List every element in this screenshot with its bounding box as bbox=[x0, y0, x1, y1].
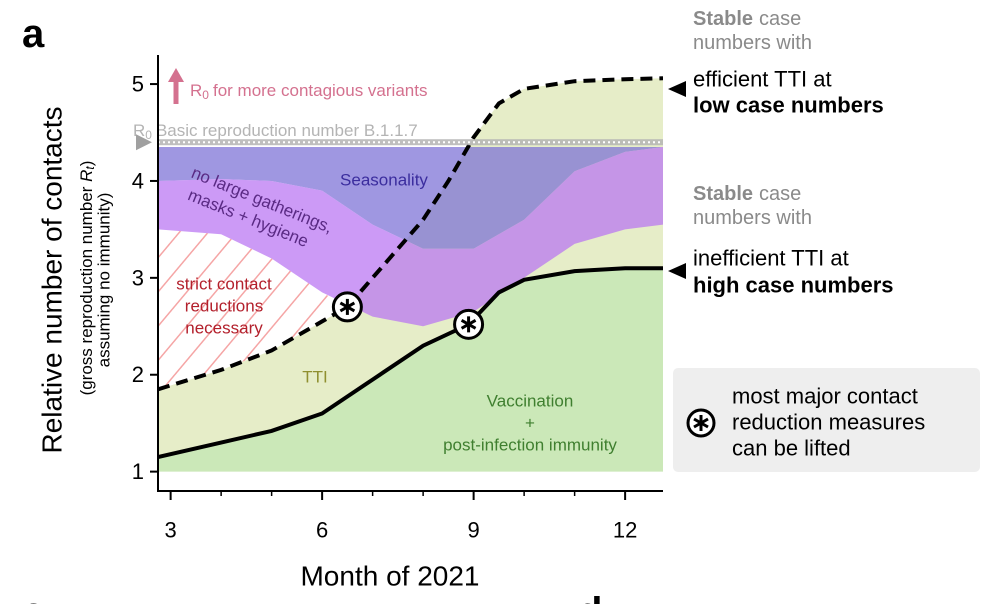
series-label: reductions bbox=[185, 297, 263, 316]
x-tick-label: 9 bbox=[468, 518, 480, 543]
lift-marker bbox=[453, 308, 485, 340]
band-area bbox=[158, 147, 663, 327]
legend-icon bbox=[686, 408, 716, 438]
r0-sub: 0 bbox=[145, 128, 152, 142]
annotation-lead: Stable bbox=[693, 8, 753, 30]
y-tick-label: 5 bbox=[132, 72, 144, 97]
x-tick-label: 6 bbox=[316, 518, 328, 543]
r0-symbol: R bbox=[190, 81, 202, 100]
r0-band bbox=[158, 139, 663, 146]
y-axis-sublabel: assuming no immunity) bbox=[95, 193, 114, 368]
hatched-area bbox=[158, 229, 348, 390]
panel-label: a bbox=[22, 12, 45, 56]
annotation: Stable case bbox=[693, 8, 801, 30]
y-tick-label: 1 bbox=[132, 459, 144, 484]
panel-label: c bbox=[22, 590, 44, 604]
x-tick-label: 3 bbox=[165, 518, 177, 543]
plot-area bbox=[158, 55, 663, 491]
band-area bbox=[158, 147, 663, 249]
marker-asterisk bbox=[339, 301, 356, 313]
legend-text: can be lifted bbox=[732, 436, 851, 461]
annotation: low case numbers bbox=[693, 93, 884, 118]
annotation-rest: case bbox=[759, 8, 801, 30]
annotation: numbers with bbox=[693, 207, 812, 229]
series-label: + bbox=[525, 414, 535, 433]
series-label: post-infection immunity bbox=[443, 436, 617, 455]
r0-arrowhead bbox=[136, 134, 152, 151]
x-axis-label: Month of 2021 bbox=[300, 561, 479, 592]
series-label: TTI bbox=[302, 368, 328, 387]
lift-marker bbox=[331, 291, 363, 323]
band-area bbox=[158, 268, 663, 472]
r0-label: R0 Basic reproduction number B.1.1.7 bbox=[133, 121, 418, 143]
y-sublabel-post: ) bbox=[77, 161, 96, 167]
curve bbox=[158, 266, 663, 460]
legend-box bbox=[673, 368, 980, 472]
r0-symbol: R bbox=[133, 121, 145, 140]
annotation: inefficient TTI at bbox=[693, 246, 849, 271]
y-sublabel-text: (gross reproduction number bbox=[77, 186, 96, 395]
annotation: efficient TTI at bbox=[693, 67, 832, 92]
y-tick-label: 4 bbox=[132, 168, 144, 193]
r0-text: for more contagious variants bbox=[213, 81, 428, 100]
series-label: Seasonality bbox=[340, 171, 428, 190]
annotation: Stable case bbox=[693, 183, 801, 205]
legend-text: most major contact bbox=[732, 384, 918, 409]
y-axis-sublabel: (gross reproduction number Rt) bbox=[77, 161, 98, 396]
r0-up-arrowhead bbox=[168, 68, 184, 82]
arrowhead bbox=[668, 263, 686, 279]
x-tick-label: 12 bbox=[613, 518, 637, 543]
series-label: Vaccination bbox=[487, 392, 574, 411]
panel-label: d bbox=[578, 590, 602, 604]
overlay: Vaccination + post-infection immunity TTI st… bbox=[132, 55, 663, 543]
y-tick-label: 3 bbox=[132, 265, 144, 290]
y-sublabel-sub: t bbox=[83, 166, 97, 170]
arrowhead bbox=[668, 81, 686, 97]
r0-arrow-label: R0 for more contagious variants bbox=[190, 81, 427, 103]
y-tick-label: 2 bbox=[132, 362, 144, 387]
curve bbox=[158, 76, 663, 392]
annotation: numbers with bbox=[693, 32, 812, 54]
annotation-rest: case bbox=[759, 183, 801, 205]
series-label: strict contact bbox=[176, 275, 272, 294]
annotation: high case numbers bbox=[693, 273, 894, 298]
r0-sub: 0 bbox=[202, 88, 209, 102]
y-sublabel-symbol: R bbox=[77, 170, 96, 182]
y-axis-label: Relative number of contacts bbox=[37, 106, 68, 453]
r0-text: Basic reproduction number B.1.1.7 bbox=[156, 121, 418, 140]
series-label: necessary bbox=[185, 319, 263, 338]
marker-asterisk bbox=[460, 319, 477, 330]
legend-text: reduction measures bbox=[732, 410, 925, 435]
annotation-lead: Stable bbox=[693, 183, 753, 205]
